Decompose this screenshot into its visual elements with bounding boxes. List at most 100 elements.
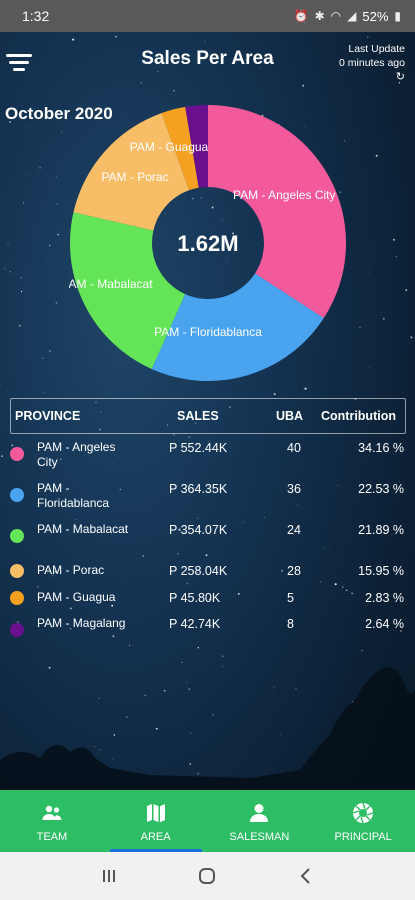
refresh-icon[interactable]: ↻ [395,71,405,83]
star [167,424,169,426]
row-sales: P 258.04K [169,564,228,578]
star [29,174,30,176]
star [20,277,22,279]
star [29,127,30,128]
star [56,203,58,205]
star [256,78,258,79]
star [3,267,6,270]
table-row[interactable]: PAM - Floridablanca P 364.35K 36 22.53 % [0,481,415,515]
star [20,290,23,293]
row-contribution: 22.53 % [358,482,404,496]
star [99,428,101,431]
nav-tab-area[interactable]: AREA [104,790,208,852]
menu-icon[interactable] [6,54,32,72]
map-icon [146,804,165,823]
star [16,621,19,624]
star [178,52,179,54]
battery-percentage: 52% [362,8,389,24]
star [61,131,63,133]
star [339,191,342,194]
star [303,388,305,390]
star [200,197,202,199]
star [163,689,166,692]
star [359,326,361,328]
star [394,597,395,598]
star [26,280,28,282]
star [64,472,65,473]
star [43,391,46,393]
star [41,357,44,360]
donut-slice-pam-floridablanca[interactable] [151,273,324,381]
star [218,744,220,746]
star [135,402,137,404]
star [332,325,334,326]
row-sales: P 354.07K [169,523,228,537]
table-row[interactable]: PAM - Mabalacat P 354.07K 24 21.89 % [0,522,415,556]
star [197,772,200,775]
star [367,36,369,38]
star [188,436,191,439]
row-sales: P 552.44K [169,441,228,455]
row-contribution: 21.89 % [358,523,404,537]
star [302,84,305,87]
home-icon[interactable] [197,866,217,886]
star [380,488,383,491]
nav-tab-principal[interactable]: PRINCIPAL [311,790,415,852]
star [181,661,183,664]
star [173,433,175,436]
star [229,406,231,409]
star [0,384,1,386]
donut-center-total: 1.62M [177,231,238,256]
recent-apps-icon[interactable] [99,866,119,886]
column-header-uba: UBA [276,409,304,423]
star [272,690,274,691]
star [46,258,48,260]
donut-slice-pam-guagua[interactable] [161,106,199,191]
star [295,688,297,690]
star [263,517,265,518]
donut-slice-pam-mabalacat[interactable] [70,212,186,369]
star [49,349,52,352]
star [402,64,405,67]
person-icon [250,804,269,822]
row-color-dot [10,564,24,578]
battery-icon: ▮ [394,9,401,23]
star [281,569,284,572]
nav-tab-team[interactable]: TEAM [0,790,104,852]
column-header-contribution: Contribution [321,409,396,423]
table-row[interactable]: PAM - Guagua P 45.80K 5 2.83 % [0,590,415,624]
table-row[interactable]: PAM - Angeles City P 552.44K 40 34.16 % [0,440,415,474]
star [196,572,198,574]
star [9,271,12,273]
star [102,381,104,382]
star [190,732,192,735]
table-row[interactable]: PAM - Magalang P 42.74K 8 2.64 % [0,616,415,650]
star [9,121,11,123]
star [297,504,298,506]
star [119,488,121,491]
star [177,552,179,555]
star [31,695,33,697]
star [111,604,114,607]
star [273,686,275,688]
star [183,399,185,401]
star [112,758,114,760]
donut-slice-pam-porac[interactable] [73,113,190,231]
star [99,749,101,750]
star [75,519,77,520]
star [125,716,128,718]
star [69,628,72,630]
donut-slice-pam-magalang[interactable] [185,105,208,188]
row-province: PAM - Mabalacat [37,522,129,536]
star [1,455,3,458]
nav-tab-salesman[interactable]: SALESMAN [208,790,312,852]
slice-label: PAM - Floridablanca [154,325,262,339]
star [112,635,115,638]
table-row[interactable]: PAM - Porac P 258.04K 28 15.95 % [0,563,415,597]
star [5,193,6,195]
star [357,449,359,451]
back-icon[interactable] [296,866,316,886]
bluetooth-icon: ✱ [314,9,325,23]
donut-slice-pam-angeles-city[interactable] [208,105,346,319]
